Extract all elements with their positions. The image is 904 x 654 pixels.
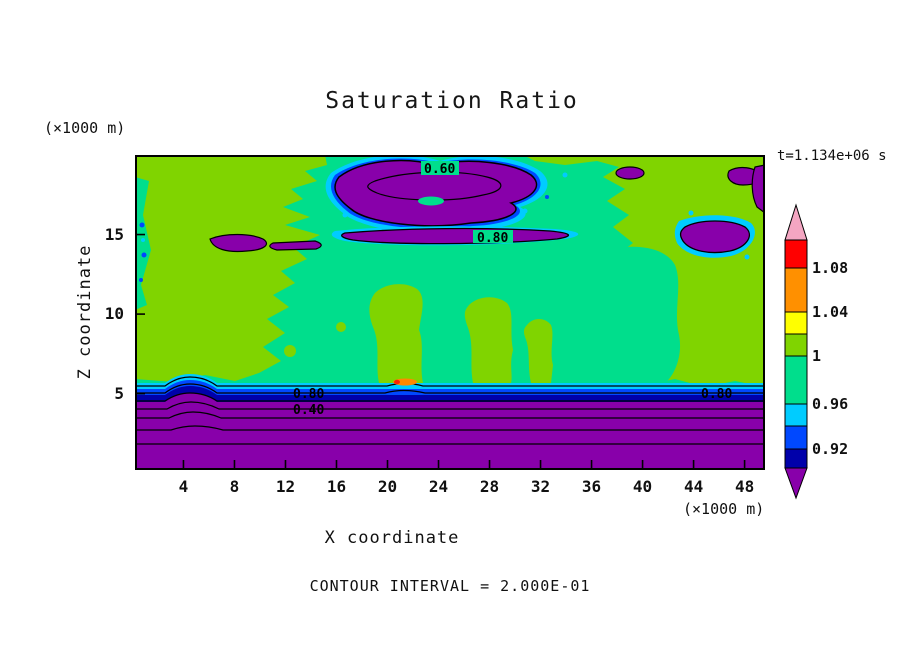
contour-labels: 0.60 0.80 0.80 0.40 0.80	[293, 161, 732, 418]
colorbar-label: 1.08	[812, 259, 849, 277]
x-axis-label: X coordinate	[324, 528, 460, 548]
x-tick-label: 24	[428, 477, 449, 496]
contour-label: 0.80	[701, 387, 732, 402]
colorbar-label: 0.92	[812, 440, 849, 458]
colorbar-label: 1.04	[812, 303, 849, 321]
supersaturated-spot	[393, 378, 417, 386]
boundary-layer-bands	[135, 374, 765, 470]
y-axis-units: (×1000 m)	[44, 119, 126, 137]
contour-interval-note: CONTOUR INTERVAL = 2.000E-01	[309, 577, 591, 595]
y-tick-label: 10	[104, 304, 124, 324]
plot-border	[135, 155, 765, 470]
x-tick-label: 48	[734, 477, 755, 496]
colorbar	[784, 203, 808, 500]
x-tick-label: 32	[530, 477, 551, 496]
teal-intrusions	[135, 177, 681, 383]
colorbar-label: 0.96	[812, 395, 849, 413]
contour-label: 0.80	[293, 387, 324, 402]
edge-specks	[139, 172, 750, 282]
colorbar-cell	[784, 311, 808, 335]
colorbar-over-arrow	[784, 203, 808, 241]
x-tick-label: 44	[683, 477, 704, 496]
y-tick-label: 15	[104, 224, 124, 244]
contour-label: 0.80	[477, 231, 508, 246]
x-tick-label: 4	[178, 477, 189, 496]
contour-label: 0.40	[293, 403, 324, 418]
colorbar-cell	[784, 403, 808, 427]
x-axis-units: (×1000 m)	[683, 500, 765, 518]
colorbar-cell	[784, 239, 808, 269]
colorbar-cell	[784, 425, 808, 450]
y-tick-label: 5	[114, 383, 124, 403]
x-tick-label: 12	[275, 477, 296, 496]
x-tick-label: 20	[377, 477, 398, 496]
contour-plot: 0.60 0.80 0.80 0.40 0.80	[135, 155, 765, 470]
colorbar-under-arrow	[784, 467, 808, 500]
x-tick-label: 16	[326, 477, 347, 496]
colorbar-cell	[784, 448, 808, 469]
time-stamp: t=1.134e+06 s	[777, 148, 887, 164]
contour-label: 0.60	[424, 162, 455, 177]
x-tick-label: 8	[229, 477, 240, 496]
colorbar-cell	[784, 355, 808, 405]
colorbar-cell	[784, 267, 808, 313]
x-tick-label: 36	[581, 477, 602, 496]
colorbar-label: 1	[812, 347, 822, 365]
x-tick-label: 28	[479, 477, 500, 496]
x-tick-label: 40	[632, 477, 653, 496]
dry-pockets	[209, 155, 765, 258]
chart-title: Saturation Ratio	[325, 88, 579, 114]
colorbar-cell	[784, 333, 808, 357]
